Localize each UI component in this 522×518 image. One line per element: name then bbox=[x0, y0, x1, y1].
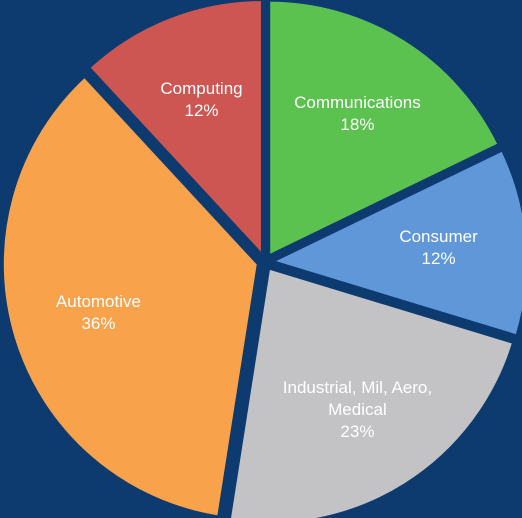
category-label: Communications bbox=[294, 93, 421, 113]
slice-label: Automotive 36% bbox=[23, 291, 173, 335]
pie-slice bbox=[267, 147, 522, 338]
slice-label: Communications 18% bbox=[282, 92, 432, 136]
value-label: 12% bbox=[421, 249, 456, 269]
pie-slice bbox=[267, 0, 502, 259]
value-label: 12% bbox=[184, 100, 219, 120]
category-label: Consumer bbox=[399, 227, 478, 247]
pie-slice bbox=[0, 73, 260, 518]
value-label: 18% bbox=[340, 115, 375, 135]
slice-label: Computing 12% bbox=[127, 78, 277, 122]
slice-label: Industrial, Mil, Aero, Medical 23% bbox=[282, 377, 432, 443]
value-label: 36% bbox=[81, 313, 116, 333]
pie-slice bbox=[227, 265, 516, 518]
slice-label: Consumer 12% bbox=[364, 226, 514, 270]
category-label: Industrial, Mil, Aero, Medical bbox=[282, 377, 433, 419]
category-label: Automotive bbox=[55, 291, 141, 311]
value-label: 23% bbox=[340, 421, 375, 441]
category-label: Computing bbox=[160, 78, 243, 98]
pie-slice bbox=[86, 0, 264, 260]
